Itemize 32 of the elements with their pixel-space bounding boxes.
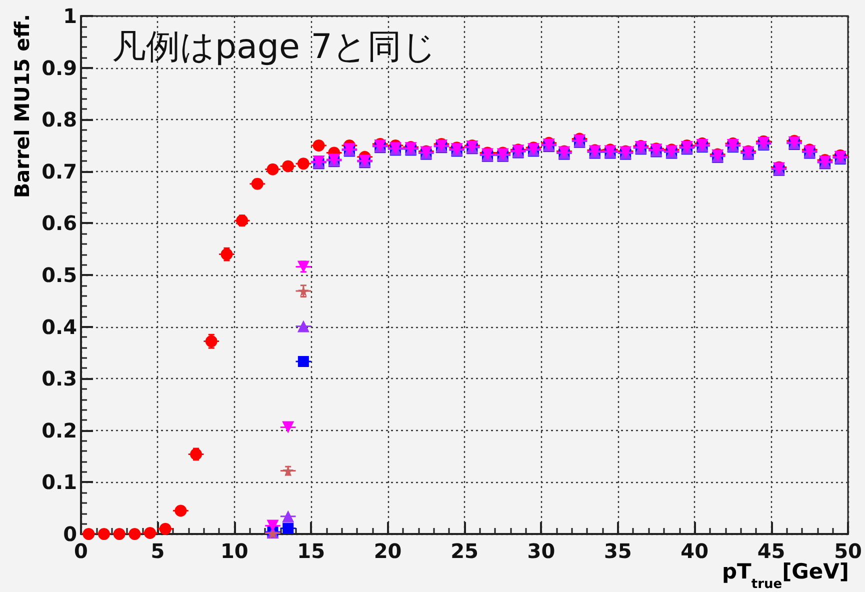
point xyxy=(282,510,294,522)
x-tick-label: 50 xyxy=(834,539,862,563)
x-tick-label: 35 xyxy=(604,539,632,563)
x-tick-label: 5 xyxy=(150,539,165,563)
x-tick-label: 45 xyxy=(757,539,786,563)
point xyxy=(298,356,309,368)
point xyxy=(297,320,310,332)
x-tick-label: 10 xyxy=(220,539,248,563)
point xyxy=(174,504,187,517)
y-tick-label: 0.1 xyxy=(42,470,77,494)
y-tick-label: 0.3 xyxy=(42,366,77,391)
point xyxy=(282,522,294,534)
x-tick-label: 40 xyxy=(680,539,709,563)
point xyxy=(266,520,279,532)
y-tick-label: 1 xyxy=(63,4,77,28)
y-tick-label: 0.5 xyxy=(42,263,77,287)
y-tick-label: 0 xyxy=(63,522,77,546)
point xyxy=(282,421,294,434)
y-tick-label: 0.9 xyxy=(42,56,77,80)
y-tick-label: 0.7 xyxy=(42,159,77,184)
annotation: 凡例はpage 7と同じ xyxy=(112,27,436,67)
x-tick-label: 30 xyxy=(527,539,556,563)
y-tick-label: 0.8 xyxy=(42,108,77,132)
point xyxy=(312,140,325,152)
point xyxy=(159,522,172,535)
x-tick-label: 15 xyxy=(297,539,326,563)
y-tick-label: 0.4 xyxy=(42,314,77,339)
y-axis-title: Barrel MU15 eff. xyxy=(10,14,34,198)
x-tick-label: 25 xyxy=(450,539,478,563)
y-tick-label: 0.2 xyxy=(42,418,77,442)
x-tick-label: 20 xyxy=(374,539,402,563)
y-tick-label: 0.6 xyxy=(42,211,77,236)
